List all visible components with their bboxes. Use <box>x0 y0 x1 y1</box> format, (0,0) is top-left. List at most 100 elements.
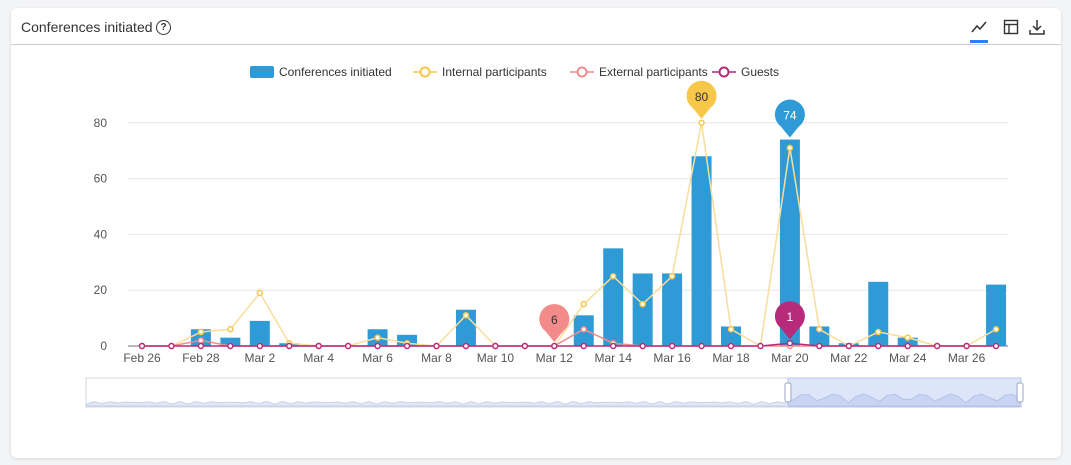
data-point[interactable] <box>521 342 529 350</box>
x-tick-label: Mar 24 <box>889 351 927 365</box>
series-line <box>142 342 997 347</box>
data-point[interactable] <box>374 334 381 341</box>
legend-label[interactable]: Internal participants <box>442 65 547 79</box>
y-tick-label: 40 <box>94 227 108 241</box>
data-point[interactable] <box>256 342 264 350</box>
chart-title: Conferences initiated <box>21 19 153 35</box>
data-point[interactable] <box>227 326 234 333</box>
bar[interactable] <box>779 139 800 346</box>
data-point[interactable] <box>992 342 1000 350</box>
card-header: Conferences initiated ? <box>11 8 1061 45</box>
bar[interactable] <box>691 156 712 346</box>
x-tick-label: Mar 4 <box>303 351 334 365</box>
bar[interactable] <box>662 273 683 346</box>
data-point[interactable] <box>639 300 646 308</box>
data-point[interactable] <box>315 342 322 350</box>
value-marker-pin <box>686 80 717 119</box>
data-point[interactable] <box>757 342 764 350</box>
active-view-indicator <box>970 40 988 43</box>
download-icon[interactable] <box>1028 18 1046 36</box>
data-point[interactable] <box>875 342 882 350</box>
value-marker-label: 74 <box>783 109 797 123</box>
data-point[interactable] <box>904 334 911 341</box>
value-marker-pin <box>774 99 805 138</box>
bar[interactable] <box>868 281 889 346</box>
data-point[interactable] <box>668 342 676 350</box>
x-tick-label: Mar 18 <box>712 351 750 365</box>
value-marker-pin <box>539 304 570 342</box>
legend-label[interactable]: External participants <box>599 65 708 79</box>
data-point[interactable] <box>462 312 470 319</box>
legend-swatch[interactable] <box>250 66 274 78</box>
x-tick-label: Mar 12 <box>536 351 574 365</box>
bar[interactable] <box>897 337 918 346</box>
data-point[interactable] <box>698 119 705 127</box>
x-tick-label: Mar 16 <box>653 351 691 365</box>
bar[interactable] <box>632 273 653 346</box>
data-point[interactable] <box>609 342 617 350</box>
data-point[interactable] <box>816 326 823 333</box>
data-point[interactable] <box>727 342 735 350</box>
zoom-handle-left[interactable] <box>784 382 792 403</box>
data-point[interactable] <box>256 289 264 297</box>
y-tick-label: 80 <box>94 116 108 130</box>
data-point[interactable] <box>138 342 146 350</box>
data-point[interactable] <box>374 342 381 350</box>
x-tick-label: Mar 2 <box>244 351 275 365</box>
data-point[interactable] <box>462 342 470 350</box>
zoom-selection[interactable] <box>787 377 1022 408</box>
data-point[interactable] <box>344 342 352 350</box>
data-point[interactable] <box>580 300 587 308</box>
data-point[interactable] <box>816 342 823 350</box>
data-point[interactable] <box>197 328 205 336</box>
data-point[interactable] <box>933 342 941 350</box>
x-tick-label: Feb 26 <box>123 351 161 365</box>
table-icon[interactable] <box>1002 18 1020 36</box>
x-tick-label: Mar 14 <box>595 351 633 365</box>
legend-marker[interactable] <box>576 66 588 78</box>
data-point[interactable] <box>197 337 205 344</box>
x-tick-label: Mar 8 <box>421 351 452 365</box>
data-point[interactable] <box>845 342 853 350</box>
help-icon[interactable]: ? <box>156 20 171 35</box>
data-point[interactable] <box>786 339 794 347</box>
bar[interactable] <box>220 337 241 346</box>
data-point[interactable] <box>639 342 646 350</box>
data-point[interactable] <box>875 328 882 336</box>
data-point[interactable] <box>698 342 705 350</box>
x-tick-label: Mar 20 <box>771 351 809 365</box>
x-tick-label: Mar 6 <box>362 351 393 365</box>
data-point[interactable] <box>433 342 440 350</box>
bar[interactable] <box>603 248 624 346</box>
data-point[interactable] <box>492 342 499 350</box>
legend-marker[interactable] <box>419 66 431 78</box>
line-chart-icon[interactable] <box>970 18 988 36</box>
bar[interactable] <box>249 320 270 346</box>
data-point[interactable] <box>168 342 175 350</box>
bar[interactable] <box>455 309 476 346</box>
x-tick-label: Feb 28 <box>182 351 220 365</box>
data-point[interactable] <box>580 326 587 333</box>
zoom-overview-area <box>85 393 1022 407</box>
y-tick-label: 20 <box>94 283 108 297</box>
data-point[interactable] <box>963 342 970 350</box>
data-point[interactable] <box>904 342 911 350</box>
data-point[interactable] <box>197 342 205 350</box>
legend-marker[interactable] <box>718 66 730 78</box>
data-point[interactable] <box>786 144 794 152</box>
data-point[interactable] <box>727 326 735 333</box>
data-point[interactable] <box>227 342 234 350</box>
data-point[interactable] <box>403 342 411 350</box>
x-tick-label: Mar 22 <box>830 351 868 365</box>
data-point[interactable] <box>286 342 293 350</box>
bar[interactable] <box>986 284 1007 346</box>
data-point[interactable] <box>992 326 1000 333</box>
data-point[interactable] <box>609 273 617 280</box>
legend-label[interactable]: Guests <box>741 65 779 79</box>
data-point[interactable] <box>580 342 587 350</box>
zoom-handle-right[interactable] <box>1016 382 1024 403</box>
data-point[interactable] <box>668 273 676 280</box>
legend-label[interactable]: Conferences initiated <box>279 65 392 79</box>
data-point[interactable] <box>551 342 558 350</box>
